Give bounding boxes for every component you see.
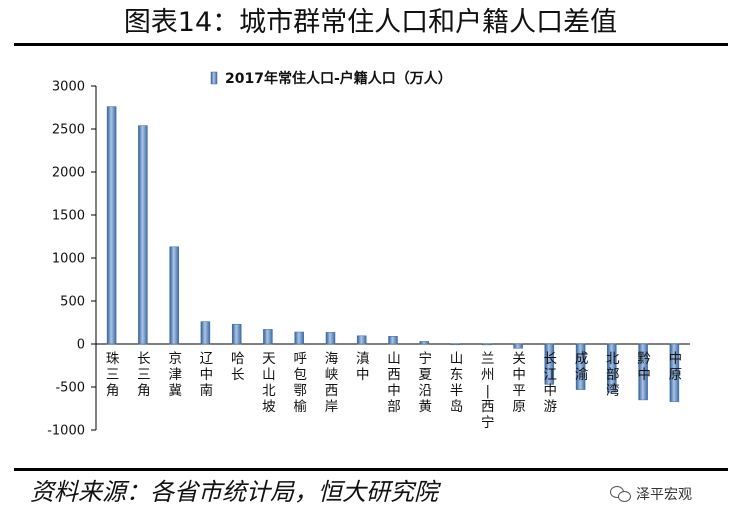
category-label: 黔中 — [637, 351, 651, 383]
category-label: 长江中游 — [544, 351, 558, 415]
category-label: 北部湾 — [606, 351, 620, 399]
bar — [513, 343, 523, 349]
bar — [325, 332, 336, 345]
y-tick-label: 2500 — [52, 123, 85, 138]
bar — [419, 341, 430, 345]
y-tick-label: 0 — [77, 338, 85, 353]
category-label: 山东半岛 — [450, 351, 464, 415]
bar — [482, 343, 492, 346]
legend-label: 2017年常住人口-户籍人口（万人） — [225, 70, 452, 87]
category-label: 宁夏沿黄 — [419, 350, 433, 415]
bar — [638, 343, 648, 401]
bar — [356, 335, 367, 345]
legend: 2017年常住人口-户籍人口（万人） — [210, 70, 452, 87]
category-label: 中原 — [669, 351, 683, 383]
wechat-icon — [610, 484, 632, 504]
bar — [669, 343, 680, 402]
y-axis: -1000 -500 0 500 1000 1500 2000 2500 3000 — [47, 80, 690, 439]
category-label: 哈长 — [231, 351, 245, 383]
category-label: 山西中部 — [387, 351, 401, 415]
y-tick-label: 3000 — [52, 80, 85, 95]
source-note: 资料来源：各省市统计局，恒大研究院 — [30, 478, 438, 506]
bar — [263, 329, 273, 345]
title-divider — [14, 43, 728, 46]
y-tick-label: 1000 — [52, 252, 85, 267]
category-label: 天山北坡 — [262, 351, 276, 415]
bar — [200, 321, 211, 345]
bars — [106, 106, 680, 402]
category-labels: 珠三角 长三角 京津冀 辽中南 哈长 天山北坡 呼包鄂榆 海峡西岸 滇中 山西中部 宁夏沿黄 山东半岛… — [106, 350, 682, 431]
bar-chart: 2017年常住人口-户籍人口（万人） -1000 -500 0 500 1000 1500… — [47, 70, 690, 439]
category-label: 辽中南 — [200, 351, 214, 399]
category-label: 京津冀 — [168, 351, 182, 399]
y-tick-label: 1500 — [52, 209, 85, 224]
bar — [106, 106, 117, 345]
y-tick-label: 500 — [60, 295, 85, 310]
category-label: 呼包鄂榆 — [293, 351, 307, 415]
y-tick-label: -500 — [55, 381, 85, 396]
category-label: 兰州|西宁 — [481, 351, 495, 431]
bar — [607, 343, 617, 393]
bar — [575, 343, 586, 390]
bar — [294, 331, 304, 345]
watermark: 泽平宏观 — [610, 480, 692, 508]
category-label: 成渝 — [575, 351, 589, 383]
bar — [544, 343, 555, 385]
y-tick-label: 2000 — [52, 166, 85, 181]
category-label: 海峡西岸 — [325, 351, 339, 415]
watermark-text: 泽平宏观 — [636, 487, 692, 503]
legend-swatch — [210, 71, 218, 85]
bar — [450, 343, 461, 346]
bar — [169, 246, 179, 345]
source-divider — [14, 468, 728, 471]
bar — [138, 125, 148, 345]
category-label: 关中平原 — [512, 351, 526, 415]
category-label: 滇中 — [356, 351, 370, 383]
page-title: 图表14：城市群常住人口和户籍人口差值 — [123, 7, 618, 38]
y-tick-label: -1000 — [47, 424, 85, 439]
category-label: 长三角 — [137, 351, 151, 399]
bar — [388, 336, 398, 345]
bar — [231, 323, 242, 345]
category-label: 珠三角 — [106, 351, 120, 399]
